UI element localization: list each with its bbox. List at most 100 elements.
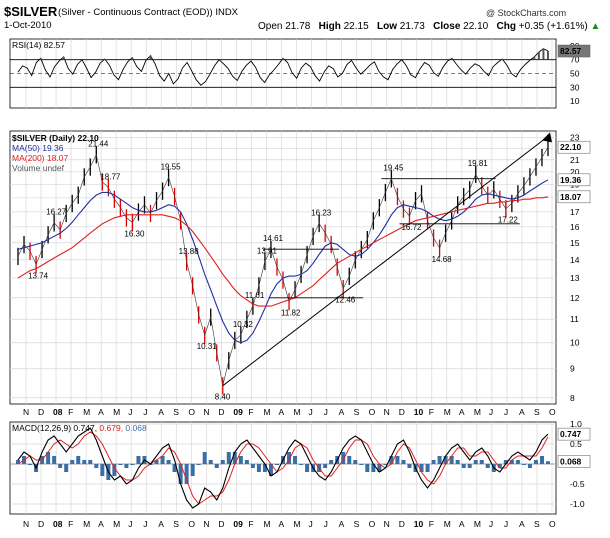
macd-histogram-bar	[202, 452, 207, 464]
price-tick-label: 20	[570, 167, 580, 177]
price-annotation: 10.31	[197, 342, 218, 351]
macd-histogram-bar	[214, 464, 219, 468]
month-label-lower: 10	[414, 519, 424, 529]
month-label-upper: M	[263, 407, 270, 417]
macd-histogram-bar	[341, 452, 346, 464]
month-label-lower: J	[504, 519, 508, 529]
month-label-lower: A	[519, 519, 525, 529]
open-value: 21.78	[285, 21, 311, 32]
high-label: High	[318, 21, 341, 32]
month-label-upper: 09	[233, 407, 243, 417]
month-label-upper: D	[38, 407, 44, 417]
macd-histogram-bar	[118, 464, 123, 465]
macd-histogram-bar	[299, 464, 304, 465]
month-label-upper: M	[444, 407, 451, 417]
price-tick-label: 23	[570, 132, 580, 142]
price-annotation: 16.72	[401, 223, 422, 232]
macd-histogram-bar	[503, 460, 508, 464]
macd-histogram-bar	[305, 464, 310, 472]
month-label-lower: M	[83, 519, 90, 529]
macd-histogram-bar	[112, 464, 117, 476]
low-label: Low	[377, 21, 397, 32]
macd-histogram-bar	[407, 464, 412, 468]
month-label-upper: A	[519, 407, 525, 417]
rsi-tick-label: 70	[570, 55, 580, 65]
macd-histogram-bar	[94, 464, 99, 468]
macd-histogram-bar	[160, 456, 165, 464]
month-label-lower: M	[294, 519, 301, 529]
month-label-lower: D	[218, 519, 224, 529]
macd-histogram-bar	[467, 464, 472, 468]
month-label-upper: F	[248, 407, 253, 417]
ma50-legend: MA(50) 19.36	[12, 143, 64, 153]
price-ma50-flag	[557, 173, 591, 187]
price-tick-label: 8	[570, 393, 575, 403]
macd-histogram-bar	[154, 460, 159, 464]
month-label-lower: D	[38, 519, 44, 529]
price-ma50-flag-label: 19.36	[560, 175, 582, 185]
price-annotation: 19.45	[383, 164, 404, 173]
rsi-legend: RSI(14) 82.57	[12, 40, 65, 50]
month-label-lower: M	[113, 519, 120, 529]
price-tick-label: 12	[570, 293, 580, 303]
price-annotation: 13.91	[257, 246, 278, 255]
macd-histogram-bar	[461, 464, 466, 468]
macd-histogram-bar	[401, 460, 406, 464]
month-label-upper: J	[504, 407, 508, 417]
macd-histogram-bar	[250, 464, 255, 468]
macd-histogram-bar	[383, 464, 388, 465]
price-tick-label: 9	[570, 364, 575, 374]
macd-histogram-bar	[274, 464, 279, 465]
macd-histogram-bar	[130, 464, 135, 465]
price-annotation: 12.46	[335, 295, 356, 304]
macd-histogram-bar	[515, 460, 520, 464]
ma200-legend: MA(200) 18.07	[12, 153, 68, 163]
month-label-upper: O	[188, 407, 195, 417]
price-close-line	[17, 147, 549, 386]
macd-histogram-bar	[389, 456, 394, 464]
month-label-upper: O	[549, 407, 556, 417]
macd-histogram-bar	[124, 464, 129, 468]
macd-histogram-bar	[293, 456, 298, 464]
price-tick-label: 17	[570, 207, 580, 217]
macd-histogram-bar	[190, 464, 195, 476]
macd-histogram-bar	[100, 464, 105, 476]
macd-legend-part: 0.747,	[73, 423, 99, 433]
month-label-upper: S	[173, 407, 179, 417]
macd-tick-label: 1.0	[570, 419, 582, 429]
month-label-upper: M	[474, 407, 481, 417]
month-label-upper: M	[294, 407, 301, 417]
up-arrow-icon: ▲	[590, 21, 601, 32]
macd-histogram-bar	[539, 456, 544, 464]
month-label-upper: F	[429, 407, 434, 417]
macd-histogram-bar	[479, 460, 484, 464]
month-label-lower: A	[98, 519, 104, 529]
month-label-upper: 10	[414, 407, 424, 417]
month-label-lower: J	[143, 519, 147, 529]
price-annotation: 8.40	[215, 393, 231, 402]
macd-histogram-bar	[244, 460, 249, 464]
close-label: Close	[433, 21, 461, 32]
month-label-lower: F	[68, 519, 73, 529]
price-tick-label: 14	[570, 255, 580, 265]
low-value: 21.73	[399, 21, 425, 32]
macd-histogram-bar	[371, 464, 376, 472]
macd-histogram-bar	[238, 456, 243, 464]
month-label-upper: A	[459, 407, 465, 417]
macd-histogram-bar	[437, 456, 442, 464]
macd-histogram-bar	[232, 452, 237, 464]
rsi-tick-label: 30	[570, 82, 580, 92]
close-value: 22.10	[463, 21, 489, 32]
price-annotation: 21.44	[88, 140, 109, 149]
price-annotation: 14.68	[432, 255, 453, 264]
price-annotation: 16.27	[46, 208, 67, 217]
month-label-upper: J	[309, 407, 313, 417]
month-label-lower: M	[444, 519, 451, 529]
macd-histogram-bar	[473, 460, 478, 464]
month-label-upper: J	[324, 407, 328, 417]
macd-histogram-bar	[485, 464, 490, 468]
macd-histogram-bar	[172, 464, 177, 472]
macd-signal-line	[17, 431, 549, 505]
trend-arrow-icon	[542, 132, 552, 143]
